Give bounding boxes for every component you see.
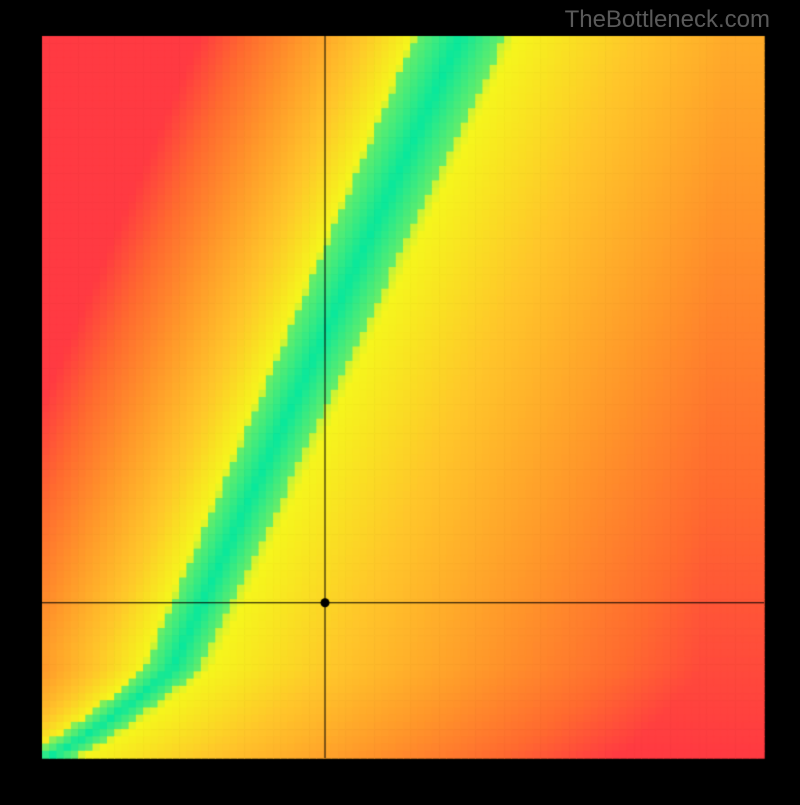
chart-container: TheBottleneck.com bbox=[0, 0, 800, 800]
watermark-text: TheBottleneck.com bbox=[565, 6, 770, 34]
bottleneck-heatmap bbox=[0, 0, 800, 800]
